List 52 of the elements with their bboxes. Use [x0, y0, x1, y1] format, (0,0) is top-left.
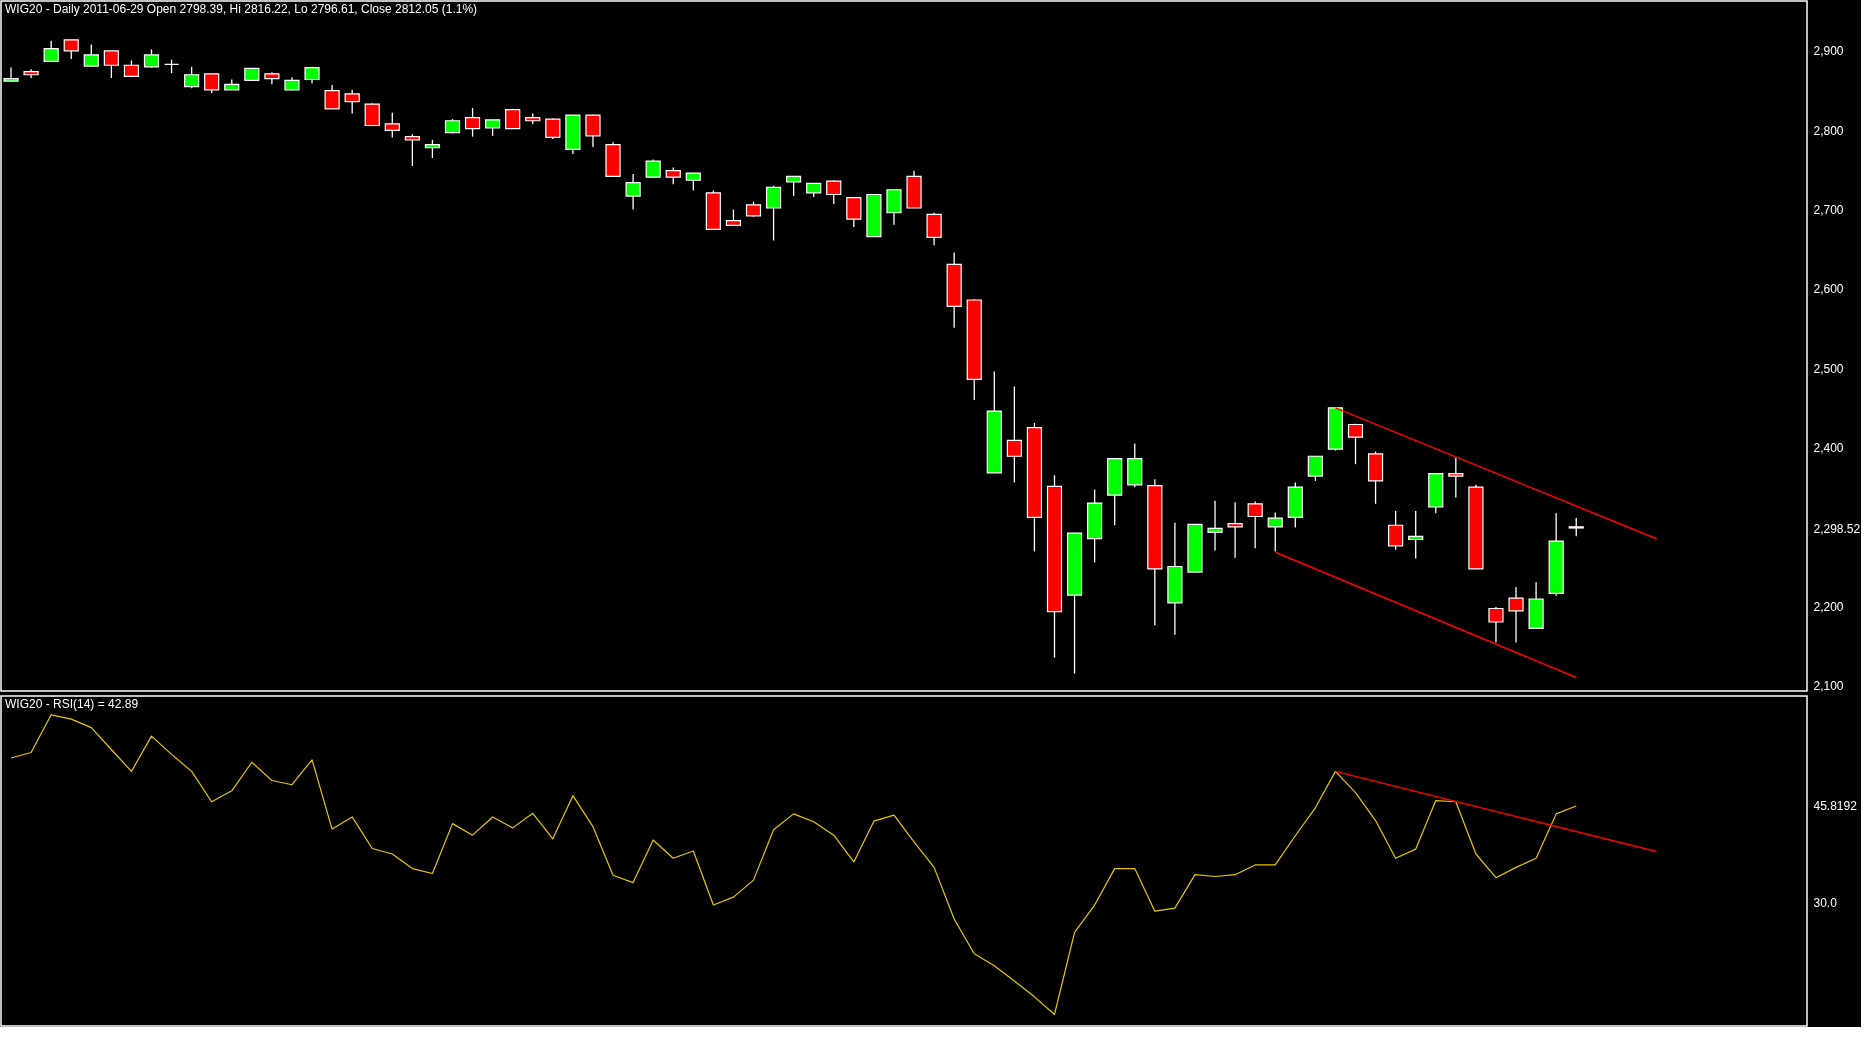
candlestick [545, 117, 561, 140]
y-tick-label: 2,700 [1813, 203, 1844, 218]
candlestick [464, 107, 481, 138]
line-series [10, 714, 1577, 1016]
candlestick [204, 73, 220, 94]
candlestick [384, 112, 400, 139]
candlestick [1006, 385, 1022, 484]
candlestick [1388, 510, 1404, 551]
candlestick [1448, 457, 1464, 499]
candlestick [364, 102, 380, 127]
candlestick [23, 68, 39, 79]
y-tick-label: 2,500 [1813, 361, 1844, 376]
y-tick-label: 2,900 [1813, 44, 1844, 59]
candlestick [886, 189, 902, 226]
candlestick [826, 179, 842, 205]
candlestick [1568, 517, 1584, 537]
candlestick [63, 39, 79, 60]
candlestick [1307, 455, 1323, 482]
candlestick [103, 50, 119, 79]
candlestick [1207, 500, 1223, 552]
candlestick [926, 212, 942, 246]
y-tick-label: 45.8192 [1813, 799, 1858, 814]
candlestick [3, 66, 19, 83]
candlestick [324, 84, 340, 110]
chart-title: WIG20 - Daily 2011-06-29 Open 2798.39, Hi 2816.22, Lo 2796.61, Close 2812.05 (1.1%) [5, 2, 478, 16]
y-tick-label: 2,800 [1813, 123, 1844, 138]
y-tick-label: 30.0 [1813, 895, 1838, 910]
candlestick [83, 43, 99, 68]
y-tick-label: 2,400 [1813, 441, 1844, 456]
candlestick [424, 139, 441, 159]
candlestick [1408, 510, 1424, 560]
candlestick [645, 158, 661, 179]
chart-title: WIG20 - RSI(14) = 42.89 [5, 697, 139, 711]
candlestick [1247, 500, 1263, 549]
candlestick [1508, 586, 1524, 644]
candlestick [625, 173, 641, 211]
candlestick [765, 185, 782, 242]
candlestick [43, 40, 59, 62]
candlestick [846, 197, 862, 228]
candlestick [1227, 501, 1243, 559]
y-tick-label: 2,100 [1813, 678, 1844, 693]
candlestick [1267, 511, 1283, 553]
candlestick [143, 48, 160, 69]
y-tick-label: 2,298.52 [1813, 521, 1861, 536]
candlestick [404, 133, 420, 167]
candlestick [1347, 423, 1364, 465]
candlestick [184, 66, 200, 89]
candlestick [1488, 606, 1504, 644]
y-tick-label: 2,600 [1813, 282, 1844, 297]
candlestick [585, 113, 601, 148]
candlestick [344, 89, 360, 115]
y-tick-label: 2,200 [1813, 599, 1844, 614]
